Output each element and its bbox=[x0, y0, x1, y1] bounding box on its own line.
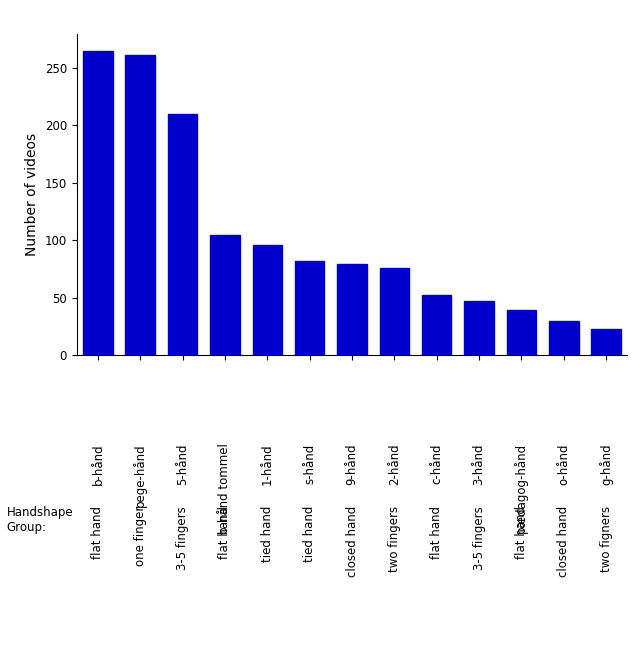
Text: 3-5 fingers: 3-5 fingers bbox=[472, 506, 486, 570]
Bar bbox=[83, 51, 113, 355]
Text: tied hand: tied hand bbox=[303, 506, 316, 562]
Bar bbox=[422, 295, 451, 355]
Text: two figners: two figners bbox=[600, 506, 612, 572]
Bar bbox=[168, 114, 198, 355]
Text: closed hand: closed hand bbox=[346, 506, 358, 577]
Bar bbox=[506, 310, 536, 355]
Text: two fingers: two fingers bbox=[388, 506, 401, 572]
Text: closed hand: closed hand bbox=[557, 506, 570, 577]
Bar bbox=[253, 245, 282, 355]
Text: flat hand: flat hand bbox=[515, 506, 528, 559]
Text: tied hand: tied hand bbox=[261, 506, 274, 562]
Bar bbox=[125, 56, 155, 355]
Bar bbox=[210, 234, 240, 355]
Bar bbox=[295, 261, 324, 355]
Text: 3-5 fingers: 3-5 fingers bbox=[176, 506, 189, 570]
Bar bbox=[464, 301, 494, 355]
Text: flat hand: flat hand bbox=[430, 506, 443, 559]
Bar bbox=[380, 268, 409, 355]
Text: Handshape
Group:: Handshape Group: bbox=[6, 506, 73, 534]
Text: one finger: one finger bbox=[134, 506, 147, 566]
Y-axis label: Number of videos: Number of videos bbox=[25, 133, 39, 256]
Text: flat hand: flat hand bbox=[92, 506, 104, 559]
Bar bbox=[549, 321, 579, 355]
Bar bbox=[591, 329, 621, 355]
Text: flat hand: flat hand bbox=[218, 506, 232, 559]
Bar bbox=[337, 265, 367, 355]
